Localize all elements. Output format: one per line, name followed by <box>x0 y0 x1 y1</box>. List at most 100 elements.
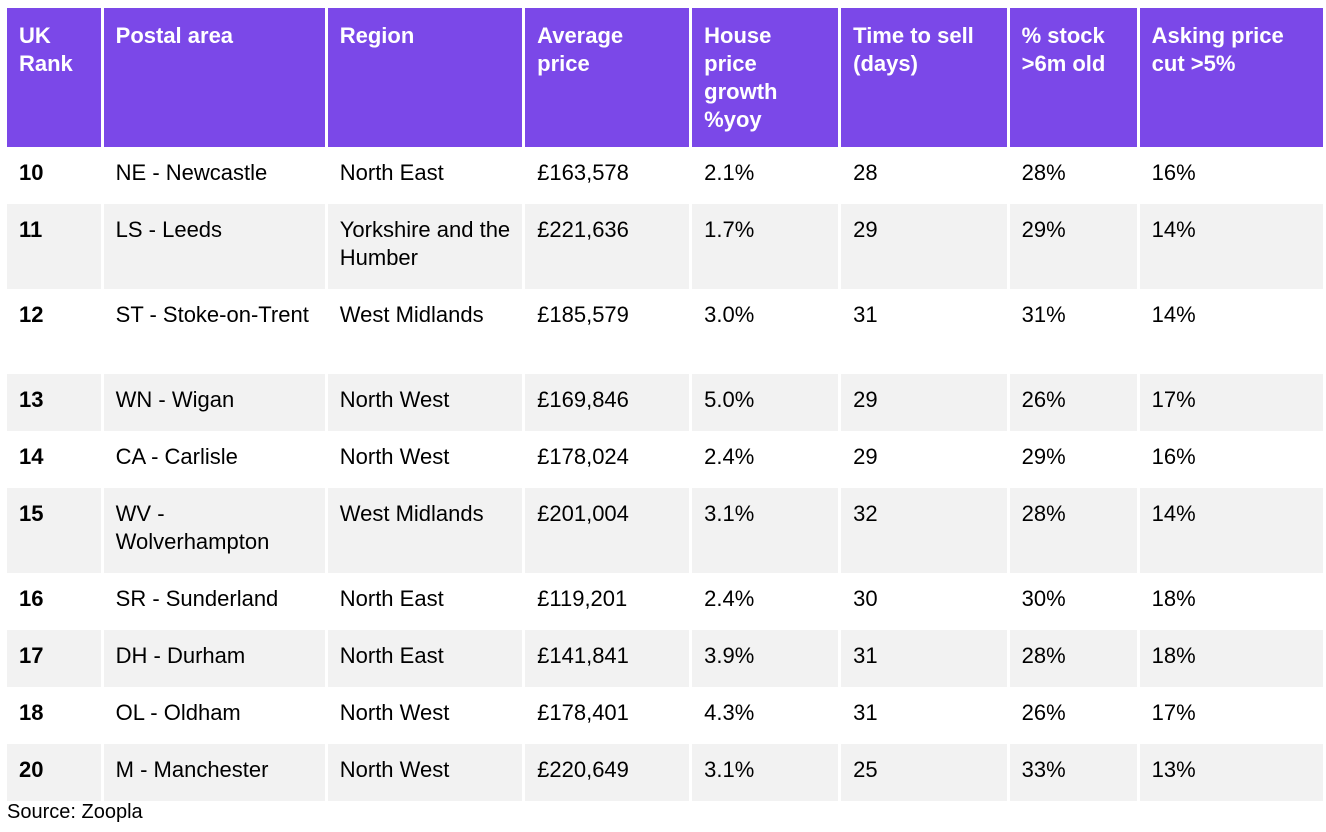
postal-area-cell: WV - Wolverhampton <box>103 488 325 573</box>
rank-cell: 20 <box>7 744 101 801</box>
price-cut-cell: 17% <box>1139 374 1323 431</box>
average-price-cell: £169,846 <box>525 374 690 431</box>
header-region: Region <box>327 8 523 147</box>
data-table: UK Rank Postal area Region Average price… <box>4 8 1326 801</box>
region-cell: North West <box>327 431 523 488</box>
price-growth-cell: 3.1% <box>692 488 839 573</box>
average-price-cell: £185,579 <box>525 289 690 374</box>
postal-area-cell: LS - Leeds <box>103 204 325 289</box>
region-cell: North East <box>327 573 523 630</box>
rank-cell: 13 <box>7 374 101 431</box>
postal-area-cell: WN - Wigan <box>103 374 325 431</box>
table-row: 18 OL - Oldham North West £178,401 4.3% … <box>7 687 1323 744</box>
region-cell: North East <box>327 630 523 687</box>
table-row: 11 LS - Leeds Yorkshire and the Humber £… <box>7 204 1323 289</box>
average-price-cell: £178,401 <box>525 687 690 744</box>
header-average-price: Average price <box>525 8 690 147</box>
time-to-sell-cell: 29 <box>841 431 1007 488</box>
postal-area-cell: DH - Durham <box>103 630 325 687</box>
time-to-sell-cell: 28 <box>841 147 1007 204</box>
source-note: Source: Zoopla <box>7 801 143 823</box>
stock-old-cell: 28% <box>1009 147 1137 204</box>
header-row: UK Rank Postal area Region Average price… <box>7 8 1323 147</box>
average-price-cell: £178,024 <box>525 431 690 488</box>
price-growth-cell: 4.3% <box>692 687 839 744</box>
time-to-sell-cell: 31 <box>841 289 1007 374</box>
time-to-sell-cell: 31 <box>841 630 1007 687</box>
time-to-sell-cell: 31 <box>841 687 1007 744</box>
time-to-sell-cell: 29 <box>841 204 1007 289</box>
average-price-cell: £220,649 <box>525 744 690 801</box>
average-price-cell: £119,201 <box>525 573 690 630</box>
table-row: 12 ST - Stoke-on-Trent West Midlands £18… <box>7 289 1323 374</box>
table-row: 15 WV - Wolverhampton West Midlands £201… <box>7 488 1323 573</box>
price-growth-cell: 2.4% <box>692 573 839 630</box>
stock-old-cell: 30% <box>1009 573 1137 630</box>
postal-area-cell: SR - Sunderland <box>103 573 325 630</box>
stock-old-cell: 28% <box>1009 630 1137 687</box>
header-uk-rank: UK Rank <box>7 8 101 147</box>
header-asking-price-cut: Asking price cut >5% <box>1139 8 1323 147</box>
rank-cell: 18 <box>7 687 101 744</box>
time-to-sell-cell: 29 <box>841 374 1007 431</box>
average-price-cell: £221,636 <box>525 204 690 289</box>
price-cut-cell: 14% <box>1139 289 1323 374</box>
header-stock-6m-old: % stock >6m old <box>1009 8 1137 147</box>
region-cell: West Midlands <box>327 488 523 573</box>
price-cut-cell: 14% <box>1139 204 1323 289</box>
price-growth-cell: 5.0% <box>692 374 839 431</box>
time-to-sell-cell: 30 <box>841 573 1007 630</box>
postal-area-cell: ST - Stoke-on-Trent <box>103 289 325 374</box>
header-house-price-growth: House price growth %yoy <box>692 8 839 147</box>
table-row: 17 DH - Durham North East £141,841 3.9% … <box>7 630 1323 687</box>
rank-cell: 14 <box>7 431 101 488</box>
time-to-sell-cell: 32 <box>841 488 1007 573</box>
average-price-cell: £141,841 <box>525 630 690 687</box>
stock-old-cell: 29% <box>1009 204 1137 289</box>
price-cut-cell: 16% <box>1139 147 1323 204</box>
stock-old-cell: 29% <box>1009 431 1137 488</box>
price-growth-cell: 3.9% <box>692 630 839 687</box>
region-cell: North West <box>327 687 523 744</box>
average-price-cell: £201,004 <box>525 488 690 573</box>
postal-area-cell: M - Manchester <box>103 744 325 801</box>
region-cell: North West <box>327 744 523 801</box>
average-price-cell: £163,578 <box>525 147 690 204</box>
table-row: 20 M - Manchester North West £220,649 3.… <box>7 744 1323 801</box>
rank-cell: 17 <box>7 630 101 687</box>
price-cut-cell: 18% <box>1139 573 1323 630</box>
region-cell: Yorkshire and the Humber <box>327 204 523 289</box>
price-growth-cell: 3.1% <box>692 744 839 801</box>
price-growth-cell: 3.0% <box>692 289 839 374</box>
stock-old-cell: 31% <box>1009 289 1137 374</box>
rank-cell: 16 <box>7 573 101 630</box>
header-time-to-sell: Time to sell (days) <box>841 8 1007 147</box>
cut-off-title <box>0 0 1326 8</box>
rank-cell: 11 <box>7 204 101 289</box>
region-cell: North West <box>327 374 523 431</box>
price-growth-cell: 2.1% <box>692 147 839 204</box>
stock-old-cell: 33% <box>1009 744 1137 801</box>
stock-old-cell: 28% <box>1009 488 1137 573</box>
postal-area-cell: NE - Newcastle <box>103 147 325 204</box>
stock-old-cell: 26% <box>1009 687 1137 744</box>
region-cell: North East <box>327 147 523 204</box>
table-row: 14 CA - Carlisle North West £178,024 2.4… <box>7 431 1323 488</box>
table-row: 10 NE - Newcastle North East £163,578 2.… <box>7 147 1323 204</box>
price-growth-cell: 2.4% <box>692 431 839 488</box>
price-cut-cell: 18% <box>1139 630 1323 687</box>
postal-area-cell: CA - Carlisle <box>103 431 325 488</box>
price-cut-cell: 16% <box>1139 431 1323 488</box>
price-cut-cell: 13% <box>1139 744 1323 801</box>
postal-area-cell: OL - Oldham <box>103 687 325 744</box>
rank-cell: 10 <box>7 147 101 204</box>
region-cell: West Midlands <box>327 289 523 374</box>
header-postal-area: Postal area <box>103 8 325 147</box>
price-cut-cell: 14% <box>1139 488 1323 573</box>
price-growth-cell: 1.7% <box>692 204 839 289</box>
table-row: 16 SR - Sunderland North East £119,201 2… <box>7 573 1323 630</box>
stock-old-cell: 26% <box>1009 374 1137 431</box>
rank-cell: 15 <box>7 488 101 573</box>
table-row: 13 WN - Wigan North West £169,846 5.0% 2… <box>7 374 1323 431</box>
rank-cell: 12 <box>7 289 101 374</box>
